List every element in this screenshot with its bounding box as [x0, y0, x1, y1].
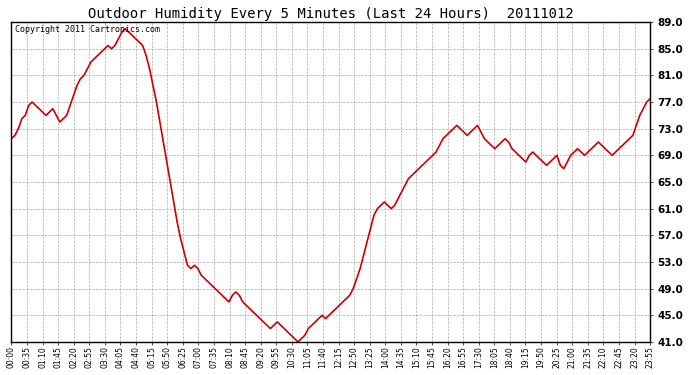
- Title: Outdoor Humidity Every 5 Minutes (Last 24 Hours)  20111012: Outdoor Humidity Every 5 Minutes (Last 2…: [88, 7, 573, 21]
- Text: Copyright 2011 Cartronics.com: Copyright 2011 Cartronics.com: [14, 25, 159, 34]
